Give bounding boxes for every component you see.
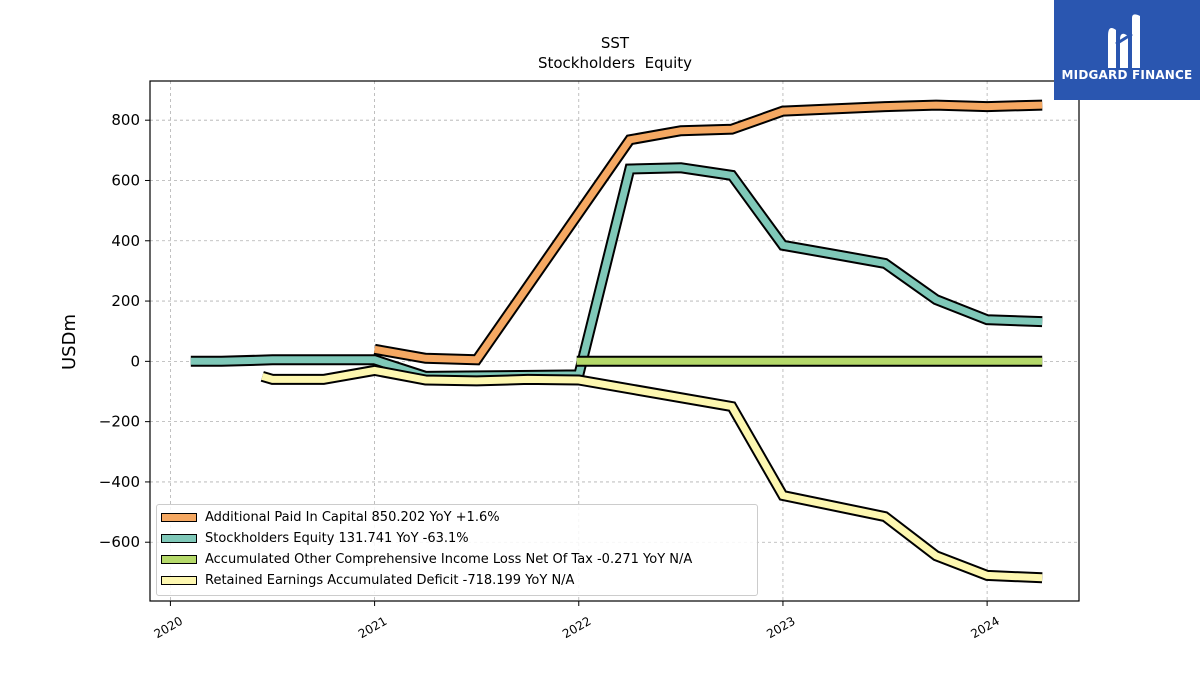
series-apic-outline xyxy=(373,99,1043,366)
series-stockholders-equity-outline xyxy=(190,162,1043,382)
legend-label: Accumulated Other Comprehensive Income L… xyxy=(205,551,693,567)
chart-subtitle: Stockholders Equity xyxy=(538,54,692,72)
series-stockholders-equity xyxy=(190,162,1043,382)
y-tick-label: 200 xyxy=(111,292,140,310)
legend-item-apic: Additional Paid In Capital 850.202 YoY +… xyxy=(161,509,500,525)
legend-label: Stockholders Equity 131.741 YoY -63.1% xyxy=(205,530,469,546)
y-tick-label: −400 xyxy=(99,473,140,491)
series-retained-earnings xyxy=(260,364,1043,584)
x-tick-label: 2023 xyxy=(764,614,797,641)
legend-item-equity: Stockholders Equity 131.741 YoY -63.1% xyxy=(161,530,469,546)
x-tick-label: 2020 xyxy=(152,614,185,641)
plot-frame xyxy=(149,80,1080,602)
y-tick-label: 400 xyxy=(111,232,140,250)
x-tick-label: 2022 xyxy=(560,614,593,641)
legend-label: Retained Earnings Accumulated Deficit -7… xyxy=(205,572,575,588)
chart-legend: Additional Paid In Capital 850.202 YoY +… xyxy=(156,504,758,596)
x-tick-label: 2021 xyxy=(356,614,389,641)
series-layer xyxy=(190,99,1043,584)
y-tick-label: −600 xyxy=(99,533,140,551)
y-axis-label: USDm xyxy=(59,314,80,370)
x-tick-label: 2024 xyxy=(968,614,1001,641)
series-stockholders-equity-line xyxy=(190,164,1043,380)
legend-item-retained: Retained Earnings Accumulated Deficit -7… xyxy=(161,572,574,588)
series-apic xyxy=(373,99,1043,366)
midgard-finance-logo: MIDGARD FINANCE xyxy=(1054,0,1200,100)
y-tick-label: 0 xyxy=(130,352,140,370)
y-tick-label: 600 xyxy=(111,171,140,189)
legend-label: Additional Paid In Capital 850.202 YoY +… xyxy=(205,509,500,525)
legend-swatch xyxy=(161,554,197,564)
chart-title: SST xyxy=(601,34,630,52)
series-apic-line xyxy=(373,101,1043,364)
legend-swatch xyxy=(161,575,197,585)
y-tick-label: 800 xyxy=(111,111,140,129)
legend-swatch xyxy=(161,512,197,522)
logo-mark-icon xyxy=(1108,14,1140,68)
y-tick-label: −200 xyxy=(99,413,140,431)
legend-item-aoci: Accumulated Other Comprehensive Income L… xyxy=(161,551,692,567)
series-retained-earnings-line xyxy=(261,366,1043,582)
legend-swatch xyxy=(161,533,197,543)
logo-text: MIDGARD FINANCE xyxy=(1061,68,1193,82)
